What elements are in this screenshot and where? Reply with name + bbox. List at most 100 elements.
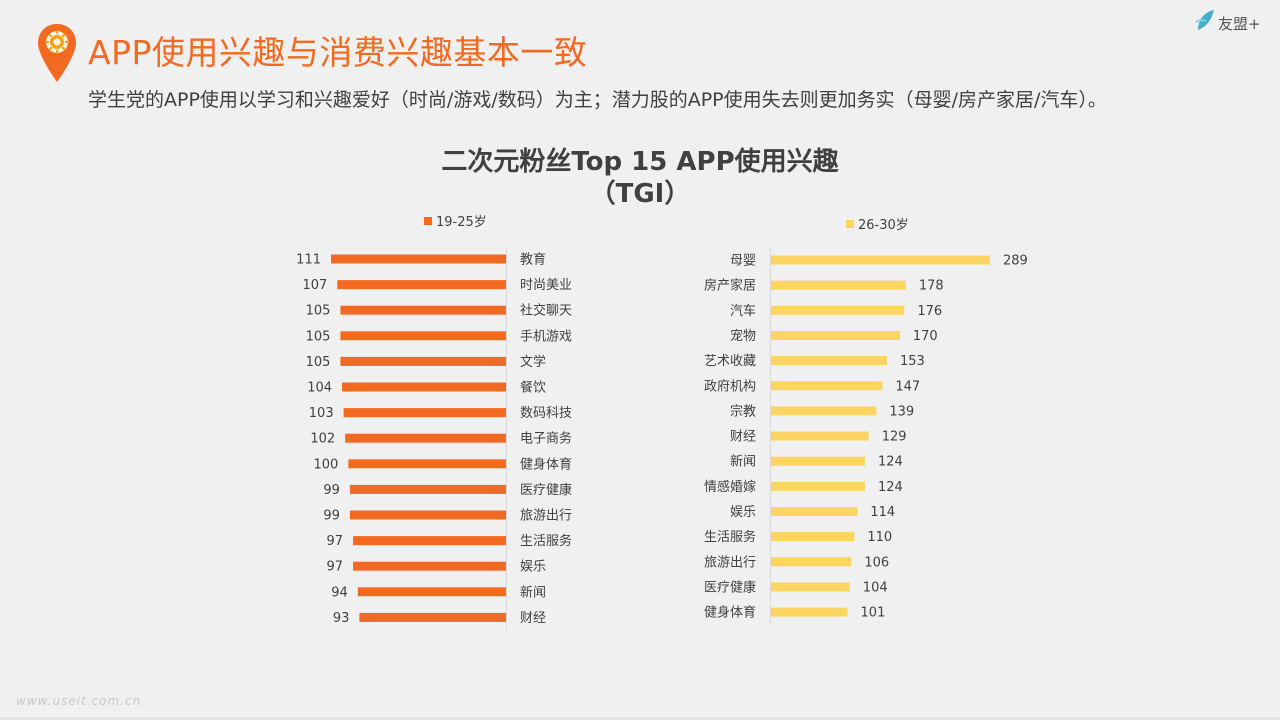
location-pin-icon xyxy=(38,24,76,82)
left-category-label: 健身体育 xyxy=(520,456,572,472)
right-bar xyxy=(771,356,887,366)
left-bar xyxy=(348,459,506,469)
brand-logo: 友盟+ xyxy=(1194,8,1274,38)
left-value-label: 97 xyxy=(327,534,344,549)
legend-swatch-left xyxy=(424,217,432,225)
right-bar xyxy=(771,481,865,491)
left-category-label: 电子商务 xyxy=(520,431,572,447)
right-value-label: 147 xyxy=(895,379,920,394)
right-value-label: 129 xyxy=(882,430,907,445)
left-bar xyxy=(331,254,506,264)
left-value-label: 100 xyxy=(314,457,339,472)
right-bar xyxy=(771,507,858,516)
right-category-label: 宠物 xyxy=(730,328,756,344)
right-value-label: 106 xyxy=(864,555,889,570)
left-category-label: 医疗健康 xyxy=(520,482,572,498)
right-bar xyxy=(771,431,869,441)
right-bar xyxy=(771,582,850,592)
left-bar xyxy=(337,280,506,290)
right-category-label: 娱乐 xyxy=(730,505,756,520)
left-value-label: 105 xyxy=(306,304,331,319)
logo-text: 友盟+ xyxy=(1218,15,1261,33)
left-bar xyxy=(342,382,506,392)
right-category-label: 生活服务 xyxy=(704,529,756,545)
left-bar xyxy=(340,331,506,341)
left-value-label: 102 xyxy=(310,432,335,447)
left-category-label: 生活服务 xyxy=(520,533,572,549)
left-category-label: 时尚美业 xyxy=(520,278,572,293)
right-value-label: 170 xyxy=(913,329,938,344)
legend-label-right: 26-30岁 xyxy=(858,218,909,233)
right-bar xyxy=(771,280,906,290)
right-value-label: 110 xyxy=(867,530,892,545)
right-category-label: 情感婚嫁 xyxy=(704,479,756,495)
left-bar xyxy=(345,433,506,443)
right-value-label: 289 xyxy=(1003,254,1028,269)
right-category-label: 医疗健康 xyxy=(704,579,756,595)
left-category-label: 娱乐 xyxy=(520,560,546,575)
right-category-label: 政府机构 xyxy=(704,379,756,394)
right-category-label: 新闻 xyxy=(730,454,756,470)
left-category-label: 新闻 xyxy=(520,584,546,600)
right-category-label: 宗教 xyxy=(730,403,756,419)
left-category-label: 社交聊天 xyxy=(520,303,572,319)
right-bar xyxy=(771,456,865,466)
right-bar xyxy=(771,381,883,391)
right-value-label: 178 xyxy=(919,279,944,294)
right-category-label: 汽车 xyxy=(730,303,756,319)
left-category-label: 数码科技 xyxy=(520,406,572,421)
left-bar xyxy=(340,356,506,366)
left-value-label: 94 xyxy=(331,585,348,600)
right-bar xyxy=(771,255,990,265)
right-category-label: 艺术收藏 xyxy=(704,354,756,369)
right-value-label: 114 xyxy=(870,505,895,520)
right-category-label: 旅游出行 xyxy=(704,555,756,570)
left-bar xyxy=(353,561,506,571)
right-bar xyxy=(771,557,852,567)
left-category-label: 手机游戏 xyxy=(520,329,572,344)
left-bar xyxy=(349,510,506,520)
left-bar xyxy=(359,612,506,622)
left-category-label: 文学 xyxy=(520,354,546,370)
right-bar xyxy=(771,406,877,416)
chart-title-unit: （TGI） xyxy=(589,179,691,209)
legend-left: 19-25岁 xyxy=(424,211,487,230)
page-subtitle: 学生党的APP使用以学习和兴趣爱好（时尚/游戏/数码）为主；潜力股的APP使用失… xyxy=(88,89,1107,111)
left-bar xyxy=(343,408,506,418)
left-bar xyxy=(349,484,506,494)
right-value-label: 104 xyxy=(863,580,888,595)
chart-title: 二次元粉丝Top 15 APP使用兴趣 xyxy=(441,147,839,177)
left-value-label: 93 xyxy=(333,611,350,626)
left-value-label: 111 xyxy=(296,253,321,268)
left-value-label: 105 xyxy=(306,355,331,370)
left-category-label: 旅游出行 xyxy=(520,509,572,524)
leaf-logo-icon xyxy=(1195,10,1214,30)
right-category-label: 健身体育 xyxy=(704,605,756,621)
left-bar xyxy=(340,305,506,315)
right-category-label: 房产家居 xyxy=(704,278,756,294)
right-category-label: 财经 xyxy=(730,430,756,445)
right-bar xyxy=(771,607,848,617)
right-bar xyxy=(771,330,900,340)
left-category-label: 财经 xyxy=(520,611,546,626)
left-value-label: 97 xyxy=(327,560,344,575)
left-category-label: 教育 xyxy=(520,252,546,268)
right-value-label: 124 xyxy=(878,455,903,470)
left-value-label: 99 xyxy=(323,483,340,498)
right-bar xyxy=(771,305,905,315)
legend-label-left: 19-25岁 xyxy=(436,215,487,230)
right-value-label: 101 xyxy=(861,606,886,621)
left-value-label: 104 xyxy=(307,381,332,396)
left-value-label: 107 xyxy=(302,278,327,293)
bottom-divider xyxy=(0,717,1280,720)
right-value-label: 176 xyxy=(917,304,942,319)
legend-right: 26-30岁 xyxy=(846,214,909,233)
right-bar xyxy=(771,532,855,542)
left-value-label: 105 xyxy=(306,329,331,344)
left-bar xyxy=(353,536,506,546)
left-bar xyxy=(357,587,506,597)
legend-swatch-right xyxy=(846,220,854,228)
right-value-label: 124 xyxy=(878,480,903,495)
right-value-label: 139 xyxy=(889,404,914,419)
